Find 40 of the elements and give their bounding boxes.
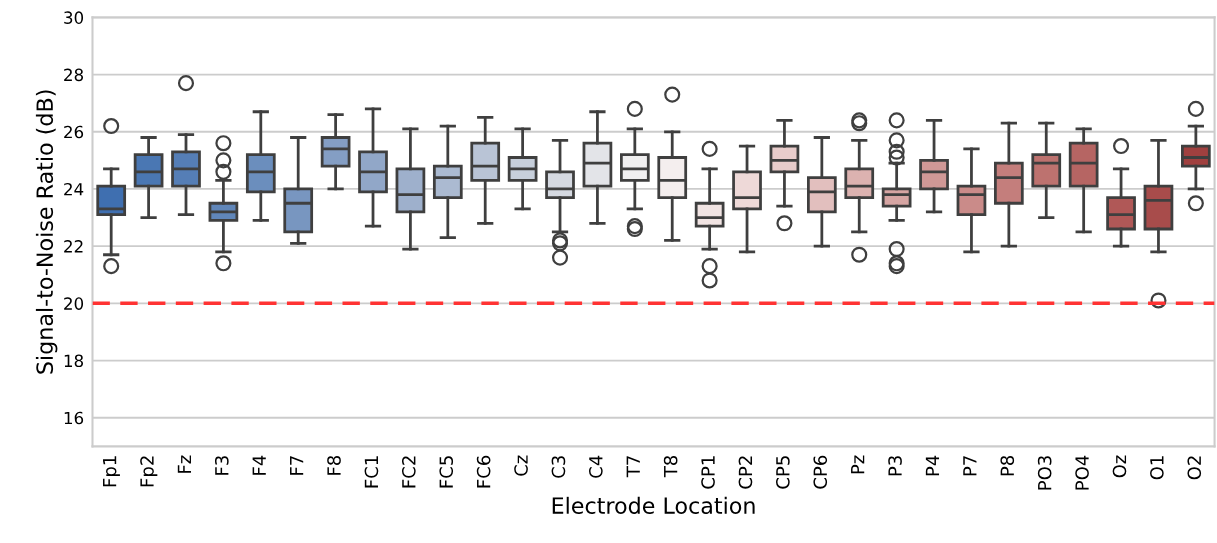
y-tick-label: 16 [64, 411, 84, 425]
y-tick-label: 20 [64, 297, 84, 310]
x-tick-label: Pz [851, 455, 865, 474]
y-tick-label: 24 [64, 182, 84, 196]
y-tick-label: 22 [64, 240, 83, 253]
x-tick-label: CP5 [776, 456, 790, 489]
x-tick-label: O1 [1150, 456, 1164, 480]
x-tick-label: F8 [327, 455, 341, 475]
x-tick-label: F4 [252, 455, 266, 475]
y-axis-title: Signal-to-Noise Ratio (dB) [35, 90, 58, 374]
x-tick-label: C4 [589, 455, 603, 478]
x-tick-label: PO4 [1075, 455, 1089, 490]
x-tick-label: P3 [888, 456, 902, 476]
y-tick-label: 28 [64, 68, 84, 82]
x-tick-label: Oz [1112, 455, 1127, 478]
x-tick-label: F3 [214, 456, 229, 475]
x-tick-label: PO3 [1037, 456, 1052, 490]
x-tick-label: F7 [290, 456, 304, 475]
x-tick-label: O2 [1187, 456, 1202, 480]
x-tick-label: Fp1 [103, 456, 120, 487]
x-tick-label: FC1 [364, 456, 379, 488]
y-tick-label: 18 [64, 354, 84, 368]
x-tick-label: Cz [514, 455, 528, 476]
x-tick-label: FC6 [476, 455, 491, 488]
x-tick-label: FC5 [439, 456, 454, 488]
x-axis-title: Electrode Location [552, 496, 755, 515]
x-tick-label: Fz [177, 455, 191, 473]
x-tick-label: T8 [663, 455, 678, 478]
x-tick-label: P4 [925, 455, 940, 476]
y-tick-label: 30 [64, 11, 84, 24]
x-tick-label: P8 [1000, 455, 1015, 476]
x-tick-label: T7 [626, 456, 640, 478]
x-tick-label: C3 [551, 456, 566, 478]
x-tick-label: Fp2 [140, 456, 158, 487]
x-tick-label: CP6 [813, 455, 828, 489]
x-tick-label: FC2 [401, 456, 416, 488]
x-tick-label: P7 [963, 456, 977, 476]
x-tick-label: CP1 [701, 456, 715, 489]
y-tick-label: 26 [64, 125, 84, 139]
x-tick-label: CP2 [738, 456, 753, 489]
